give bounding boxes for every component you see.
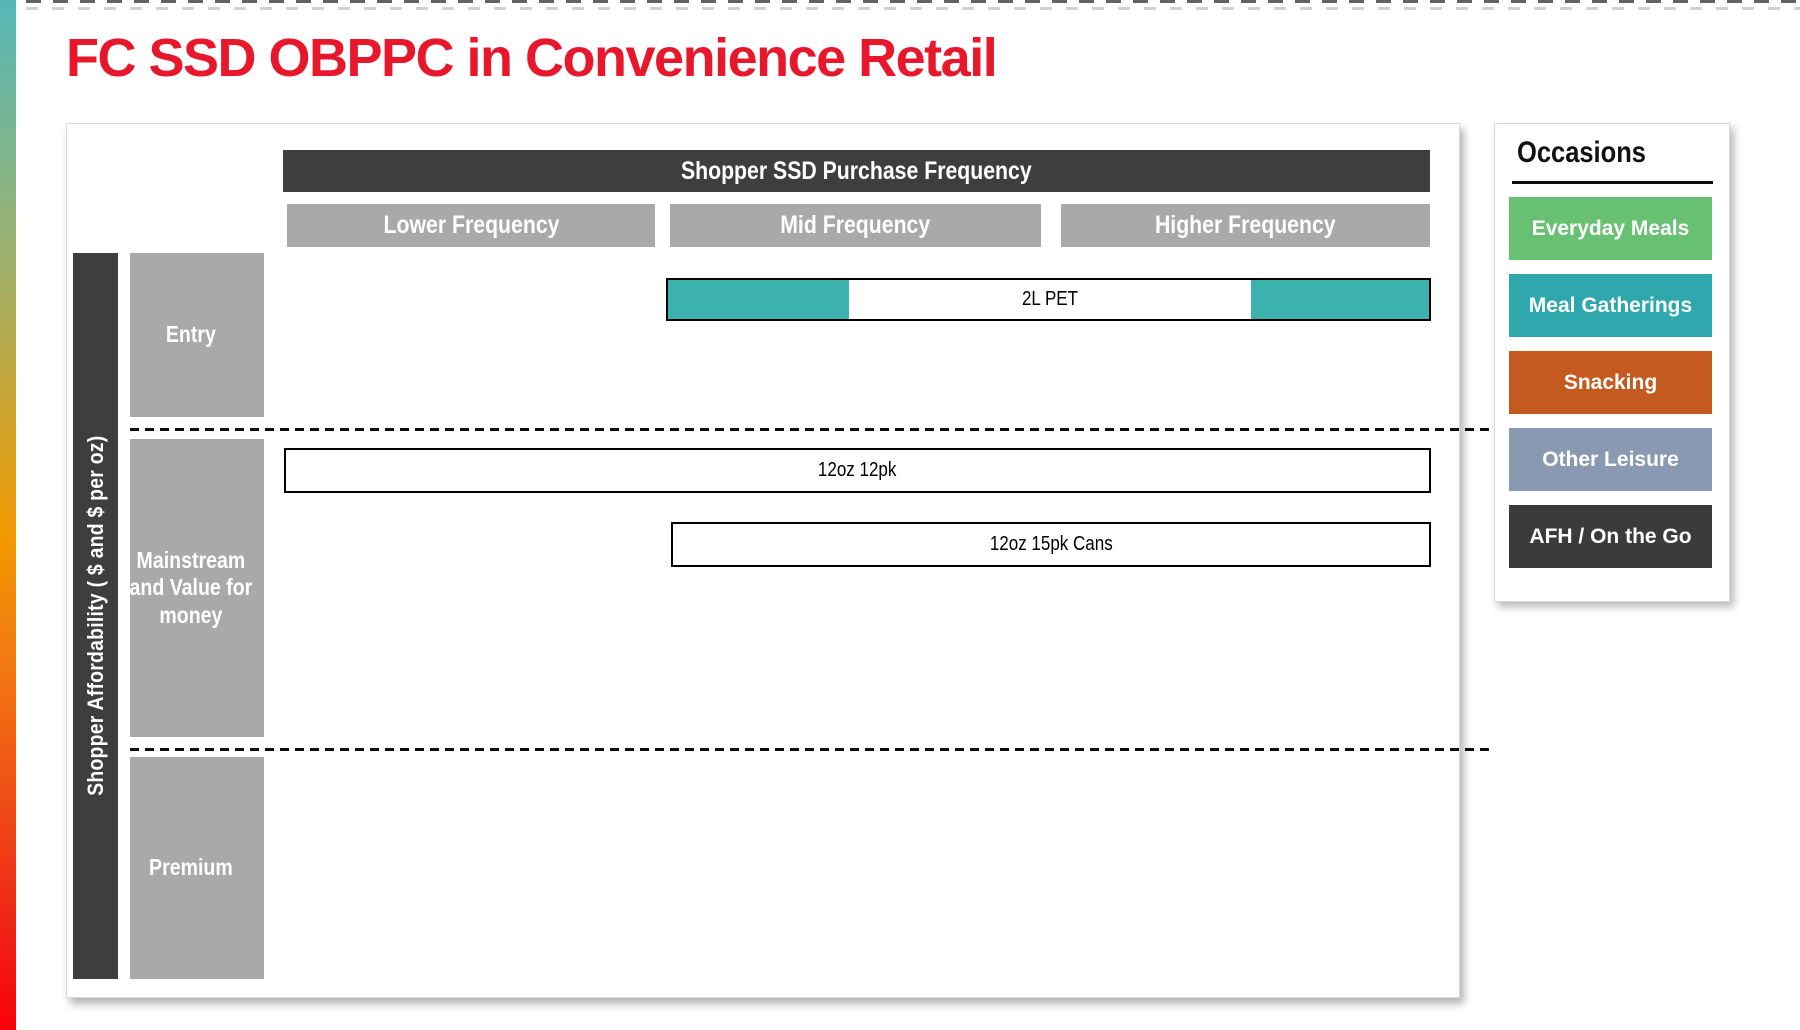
column-header-mid-frequency-label: Mid Frequency bbox=[780, 211, 931, 239]
legend-item-label: AFH / On the Go bbox=[1529, 524, 1692, 548]
bar-2l-pet-teal-segment-left bbox=[668, 280, 849, 319]
row-divider-mainstream-premium bbox=[130, 748, 1494, 751]
bar-2l-pet-white-segment: 2L PET bbox=[849, 280, 1251, 319]
legend-title: Occasions bbox=[1517, 136, 1669, 170]
bar-12oz-15pk-cans: 12oz 15pk Cans bbox=[671, 522, 1431, 567]
legend-item-label: Snacking bbox=[1563, 370, 1658, 394]
row-label-mainstream-and-value: Mainstream and Value for money bbox=[130, 439, 264, 737]
page-title: FC SSD OBPPC in Convenience Retail bbox=[66, 28, 998, 88]
frequency-axis-header: Shopper SSD Purchase Frequency bbox=[283, 150, 1430, 192]
obppc-matrix-panel: Shopper SSD Purchase Frequency Lower Fre… bbox=[66, 123, 1494, 998]
affordability-axis-label: Shopper Affordability ( $ and $ per oz) bbox=[82, 435, 108, 797]
bar-2l-pet: 2L PET bbox=[666, 278, 1431, 321]
column-header-lower-frequency-label: Lower Frequency bbox=[383, 211, 559, 239]
bar-2l-pet-label: 2L PET bbox=[1021, 288, 1079, 310]
legend-item-meal-gatherings: Meal Gatherings bbox=[1509, 274, 1712, 337]
legend-item-other-leisure: Other Leisure bbox=[1509, 428, 1712, 491]
legend-items: Everyday Meals Meal Gatherings Snacking Oth… bbox=[1509, 197, 1712, 568]
bar-12oz-12pk-label: 12oz 12pk bbox=[818, 459, 897, 481]
column-header-lower-frequency: Lower Frequency bbox=[287, 204, 655, 247]
bar-12oz-12pk: 12oz 12pk bbox=[284, 448, 1431, 493]
bar-2l-pet-teal-segment-right bbox=[1251, 280, 1429, 319]
row-label-premium: Premium bbox=[130, 757, 264, 979]
column-header-higher-frequency: Higher Frequency bbox=[1061, 204, 1430, 247]
column-header-mid-frequency: Mid Frequency bbox=[670, 204, 1041, 247]
legend-item-label: Meal Gatherings bbox=[1528, 293, 1693, 317]
column-header-higher-frequency-label: Higher Frequency bbox=[1155, 211, 1336, 239]
legend-title-underline bbox=[1512, 181, 1713, 184]
legend-item-label: Everyday Meals bbox=[1531, 216, 1690, 240]
frequency-axis-header-label: Shopper SSD Purchase Frequency bbox=[681, 156, 1032, 185]
row-label-mainstream-text: Mainstream and Value for money bbox=[129, 547, 253, 628]
legend-title-text: Occasions bbox=[1517, 136, 1646, 169]
legend-item-snacking: Snacking bbox=[1509, 351, 1712, 414]
row-label-premium-text: Premium bbox=[149, 854, 233, 881]
legend-item-everyday-meals: Everyday Meals bbox=[1509, 197, 1712, 260]
occasions-legend-card: Occasions Everyday Meals Meal Gatherings S… bbox=[1494, 123, 1730, 602]
bar-12oz-15pk-cans-label: 12oz 15pk Cans bbox=[989, 533, 1113, 555]
top-edge-dashed-artifact-light bbox=[26, 7, 1800, 10]
legend-item-afh-on-the-go: AFH / On the Go bbox=[1509, 505, 1712, 568]
row-label-entry: Entry bbox=[130, 253, 264, 417]
row-divider-entry-mainstream bbox=[130, 428, 1494, 431]
legend-item-label: Other Leisure bbox=[1542, 447, 1679, 471]
top-edge-dashed-artifact bbox=[26, 0, 1800, 3]
row-label-entry-text: Entry bbox=[166, 321, 217, 348]
affordability-axis-bar: Shopper Affordability ( $ and $ per oz) bbox=[73, 253, 118, 979]
slide-accent-gradient-strip bbox=[0, 0, 16, 1030]
